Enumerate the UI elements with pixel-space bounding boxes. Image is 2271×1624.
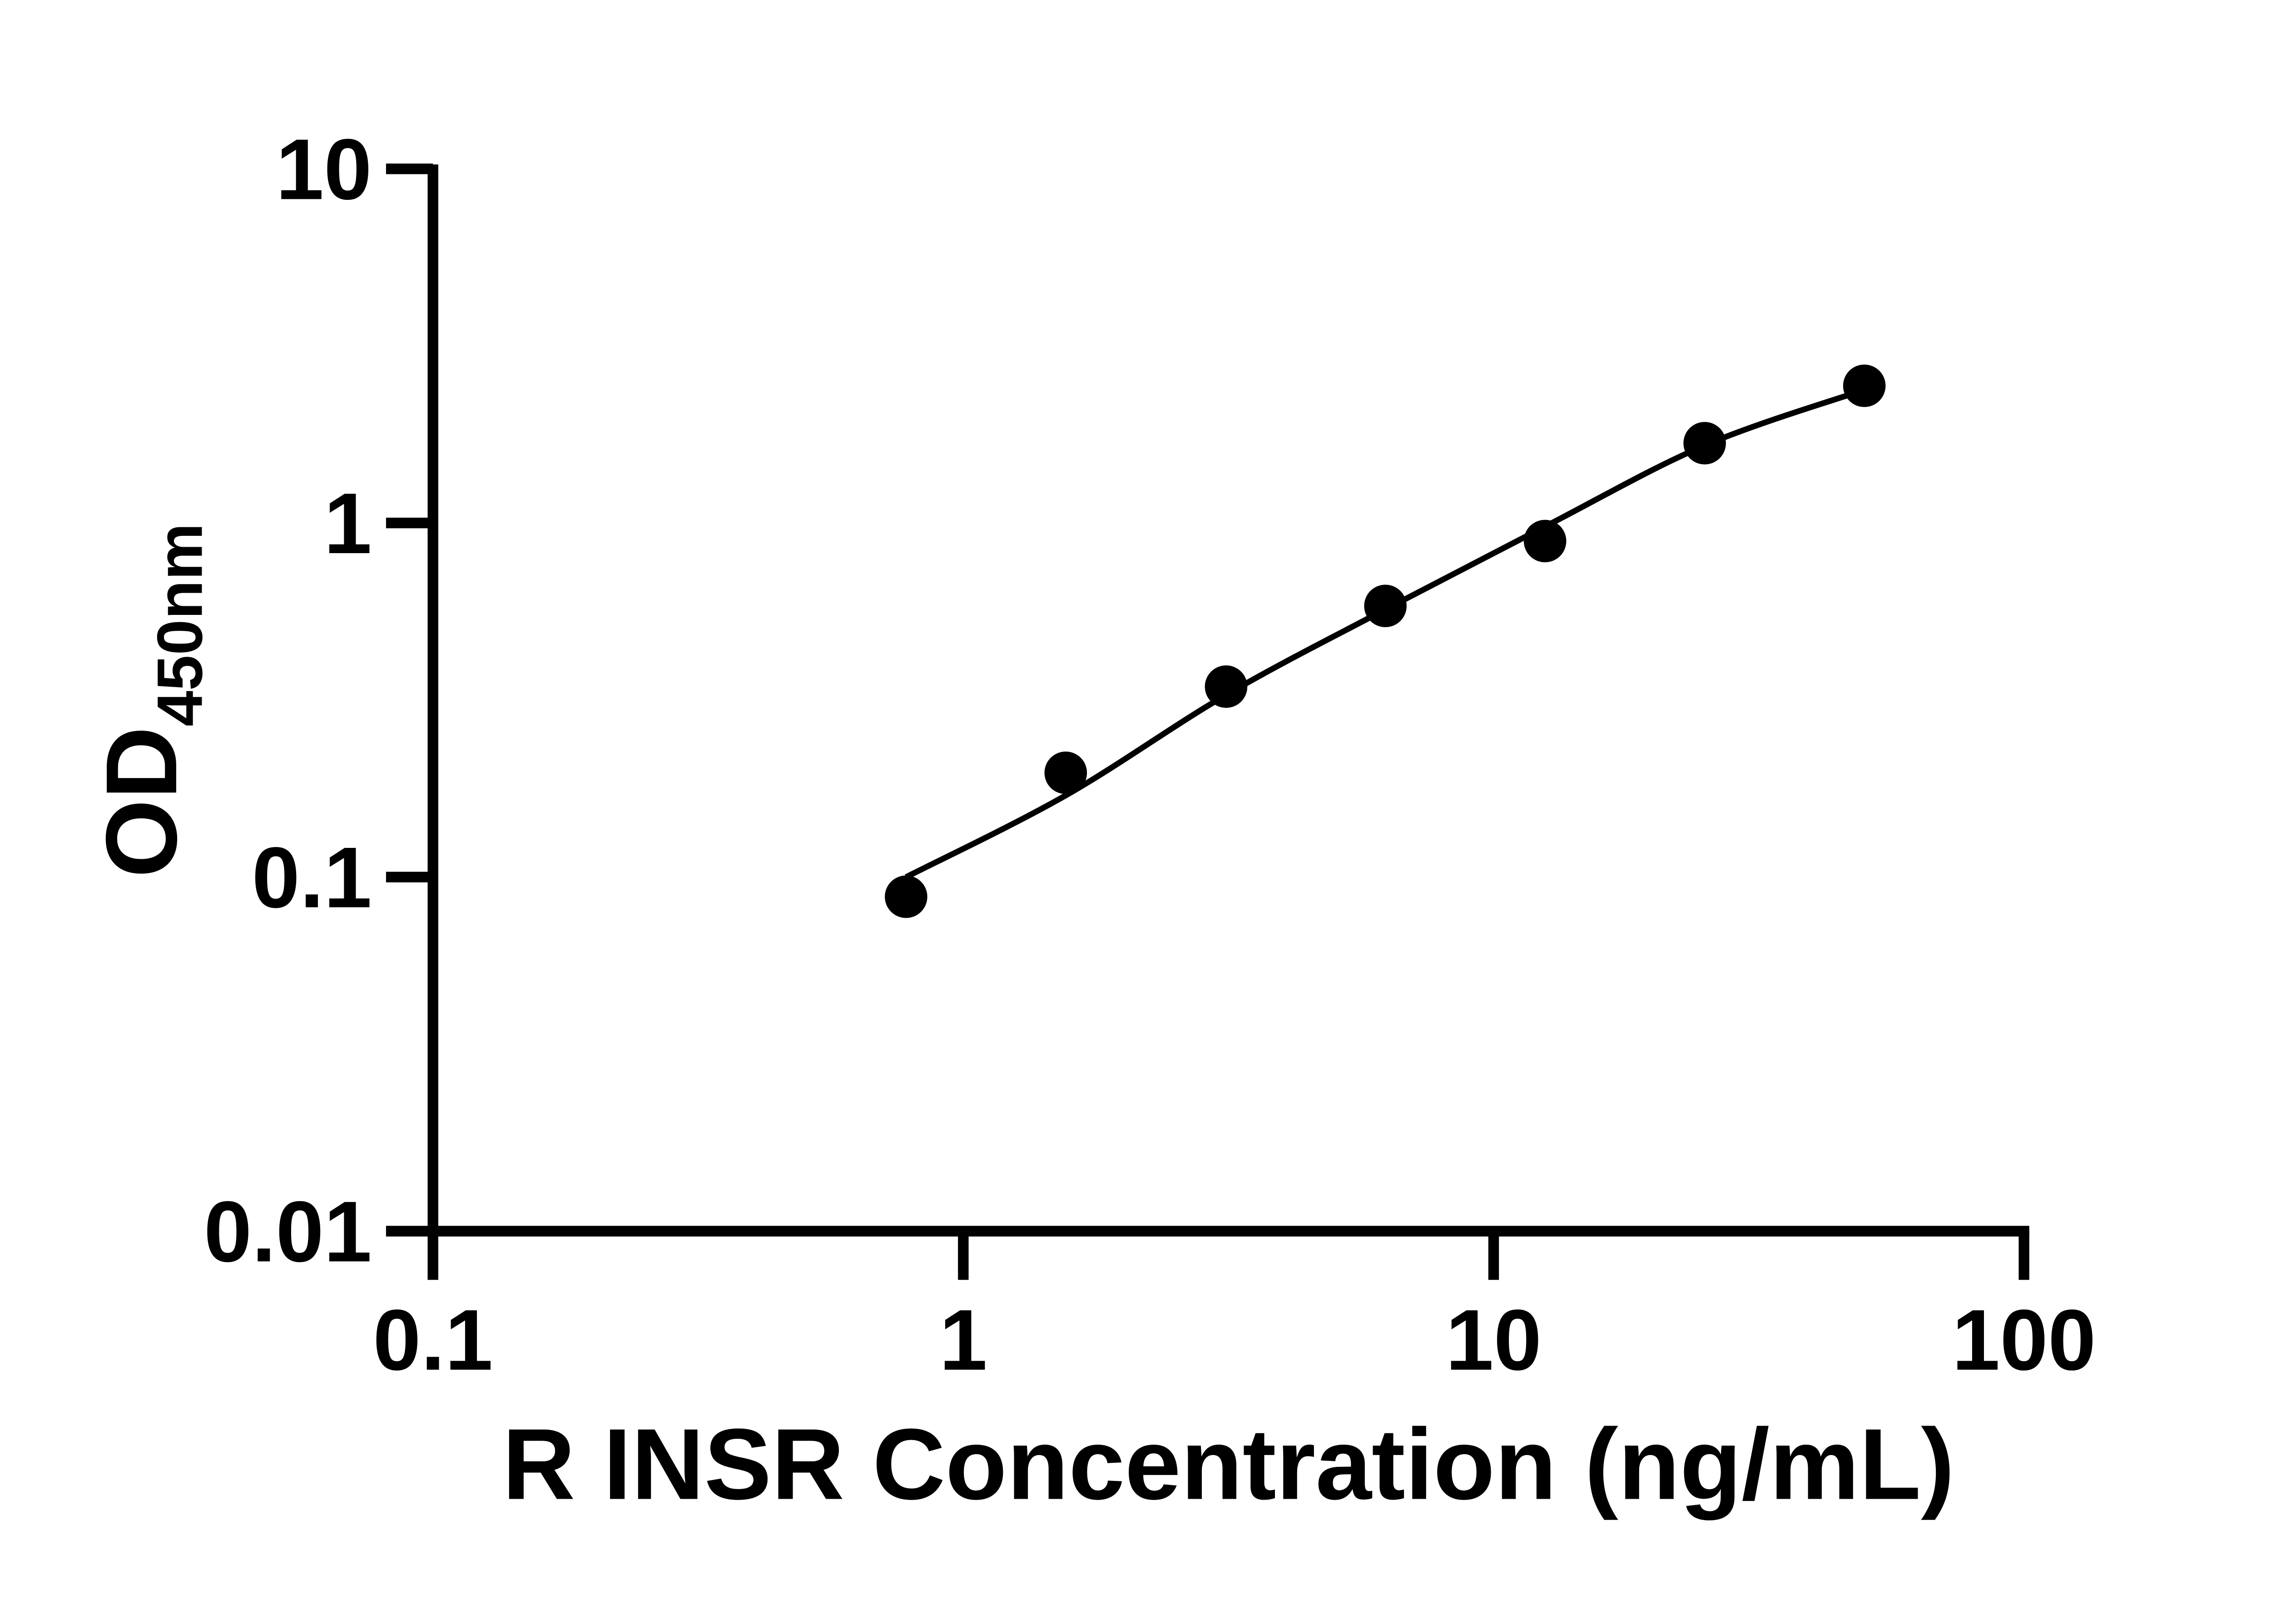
axes-layer: [386, 163, 2029, 1280]
fitted-curve: [904, 387, 1865, 880]
data-point-12.5ng-ml: [1523, 520, 1567, 563]
fit-curve-layer: [904, 387, 1865, 880]
x-tick-label-10: 10: [1446, 1292, 1542, 1388]
data-point-6.25ng-ml: [1364, 584, 1407, 628]
y-tick-label-0.1: 0.1: [252, 830, 372, 926]
data-point-25ng-ml: [1683, 422, 1726, 465]
x-tick-label-1: 1: [939, 1292, 987, 1388]
data-point-1.56ng-ml: [1044, 751, 1087, 794]
data-point-3.13ng-ml: [1205, 665, 1248, 708]
x-tick-label-0.1: 0.1: [373, 1292, 493, 1388]
data-point-0.78ng-ml: [885, 875, 927, 918]
y-tick-label-1: 1: [324, 475, 372, 572]
x-axis-title: R INSR Concentration (ng/mL): [502, 1408, 1954, 1521]
y-axis-title: OD450nm: [85, 523, 216, 878]
data-point-50ng-ml: [1843, 364, 1886, 407]
y-tick-label-10: 10: [276, 121, 372, 218]
x-tick-label-100: 100: [1952, 1292, 2096, 1388]
y-tick-label-0.01: 0.01: [204, 1184, 372, 1280]
data-points-layer: [885, 364, 1886, 918]
